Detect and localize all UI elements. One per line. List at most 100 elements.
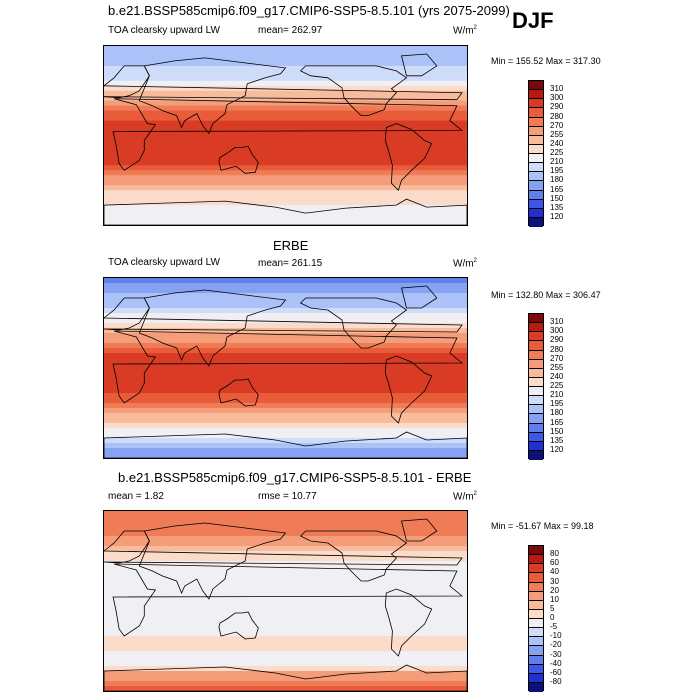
field-band <box>104 155 467 161</box>
coastline <box>138 522 287 600</box>
colorbar-swatch <box>529 637 543 647</box>
field-band <box>104 606 467 612</box>
field-band <box>104 438 467 444</box>
colorbar-swatch <box>529 609 543 619</box>
colorbar-tick-label: 150 <box>550 426 564 436</box>
colorbar-swatch <box>529 405 543 415</box>
field-band <box>104 646 467 652</box>
coastline <box>384 123 433 191</box>
panel1-units: W/m2 <box>453 25 477 37</box>
colorbar-swatch <box>529 154 543 164</box>
colorbar-swatch <box>529 573 543 583</box>
panel2-minmax: Min = 132.80 Max = 306.47 <box>491 290 601 300</box>
coastline <box>384 355 433 424</box>
colorbar-swatch <box>529 432 543 442</box>
field-band <box>104 338 467 344</box>
coastline <box>218 378 259 407</box>
field-band <box>104 378 467 384</box>
colorbar-swatch <box>529 126 543 136</box>
colorbar-tick-label: 290 <box>550 335 564 345</box>
colorbar-tick-label: 240 <box>550 138 564 148</box>
coastline <box>104 664 467 691</box>
panel1-colorbar <box>528 80 544 227</box>
field-band <box>104 298 467 304</box>
coastline <box>384 588 433 657</box>
field-band <box>104 46 467 52</box>
panel3-map <box>103 510 468 692</box>
field-band <box>104 681 467 687</box>
field-band <box>104 631 467 637</box>
field-band <box>104 135 467 142</box>
colorbar-swatch <box>529 190 543 200</box>
colorbar-tick-label: 270 <box>550 353 564 363</box>
field-band <box>104 433 467 439</box>
field-band <box>104 323 467 329</box>
coastline <box>104 431 467 458</box>
field-band <box>104 398 467 404</box>
colorbar-swatch <box>529 144 543 154</box>
coastline <box>400 518 438 542</box>
field-band <box>104 278 467 284</box>
colorbar-tick-label: 195 <box>550 399 564 409</box>
colorbar-swatch <box>529 414 543 424</box>
colorbar-tick-label: 30 <box>550 576 559 586</box>
panel3-minmax: Min = -51.67 Max = 99.18 <box>491 521 594 531</box>
figure-title: b.e21.BSSP585cmip6.f09_g17.CMIP6-SSP5-8.… <box>108 3 510 18</box>
panel3-title: b.e21.BSSP585cmip6.f09_g17.CMIP6-SSP5-8.… <box>118 470 472 485</box>
colorbar-swatch <box>529 673 543 683</box>
field-band <box>104 70 467 77</box>
colorbar-swatch <box>529 217 543 227</box>
colorbar-swatch <box>529 359 543 369</box>
colorbar-swatch <box>529 396 543 406</box>
panel2-units: W/m2 <box>453 258 477 270</box>
field-band <box>104 566 467 572</box>
colorbar-swatch <box>529 314 543 324</box>
colorbar-tick-label: 165 <box>550 417 564 427</box>
field-band <box>104 511 467 517</box>
panel3-map-svg <box>104 511 467 691</box>
field-band <box>104 288 467 294</box>
field-band <box>104 686 467 691</box>
field-band <box>104 303 467 309</box>
field-band <box>104 418 467 424</box>
field-band <box>104 125 467 132</box>
field-band <box>104 616 467 622</box>
field-band <box>104 428 467 434</box>
panel1-map-svg <box>104 46 467 225</box>
colorbar-swatch <box>529 619 543 629</box>
field-band <box>104 373 467 379</box>
colorbar-tick-label: 210 <box>550 390 564 400</box>
field-band <box>104 403 467 409</box>
field-band <box>104 308 467 314</box>
colorbar-swatch <box>529 682 543 692</box>
field-band <box>104 448 467 454</box>
colorbar-tick-label: 310 <box>550 84 564 94</box>
coastline <box>112 563 464 637</box>
colorbar-swatch <box>529 350 543 360</box>
field-band <box>104 601 467 607</box>
panel3-colorbar <box>528 545 544 692</box>
field-band <box>104 453 467 458</box>
colorbar-swatch <box>529 368 543 378</box>
coastline <box>104 198 467 225</box>
field-band <box>104 531 467 537</box>
colorbar-swatch <box>529 546 543 556</box>
colorbar-swatch <box>529 108 543 118</box>
colorbar-swatch <box>529 628 543 638</box>
colorbar-swatch <box>529 377 543 387</box>
colorbar-tick-label: 270 <box>550 120 564 130</box>
field-band <box>104 130 467 137</box>
field-band <box>104 283 467 289</box>
colorbar-swatch <box>529 199 543 209</box>
field-band <box>104 200 467 206</box>
colorbar-swatch <box>529 341 543 351</box>
field-band <box>104 318 467 324</box>
colorbar-swatch <box>529 450 543 460</box>
field-band <box>104 626 467 632</box>
coastline <box>299 530 408 582</box>
colorbar-tick-label: -20 <box>550 640 562 650</box>
field-band <box>104 423 467 429</box>
colorbar-tick-label: 300 <box>550 326 564 336</box>
colorbar-swatch <box>529 323 543 333</box>
coastline <box>112 98 464 171</box>
